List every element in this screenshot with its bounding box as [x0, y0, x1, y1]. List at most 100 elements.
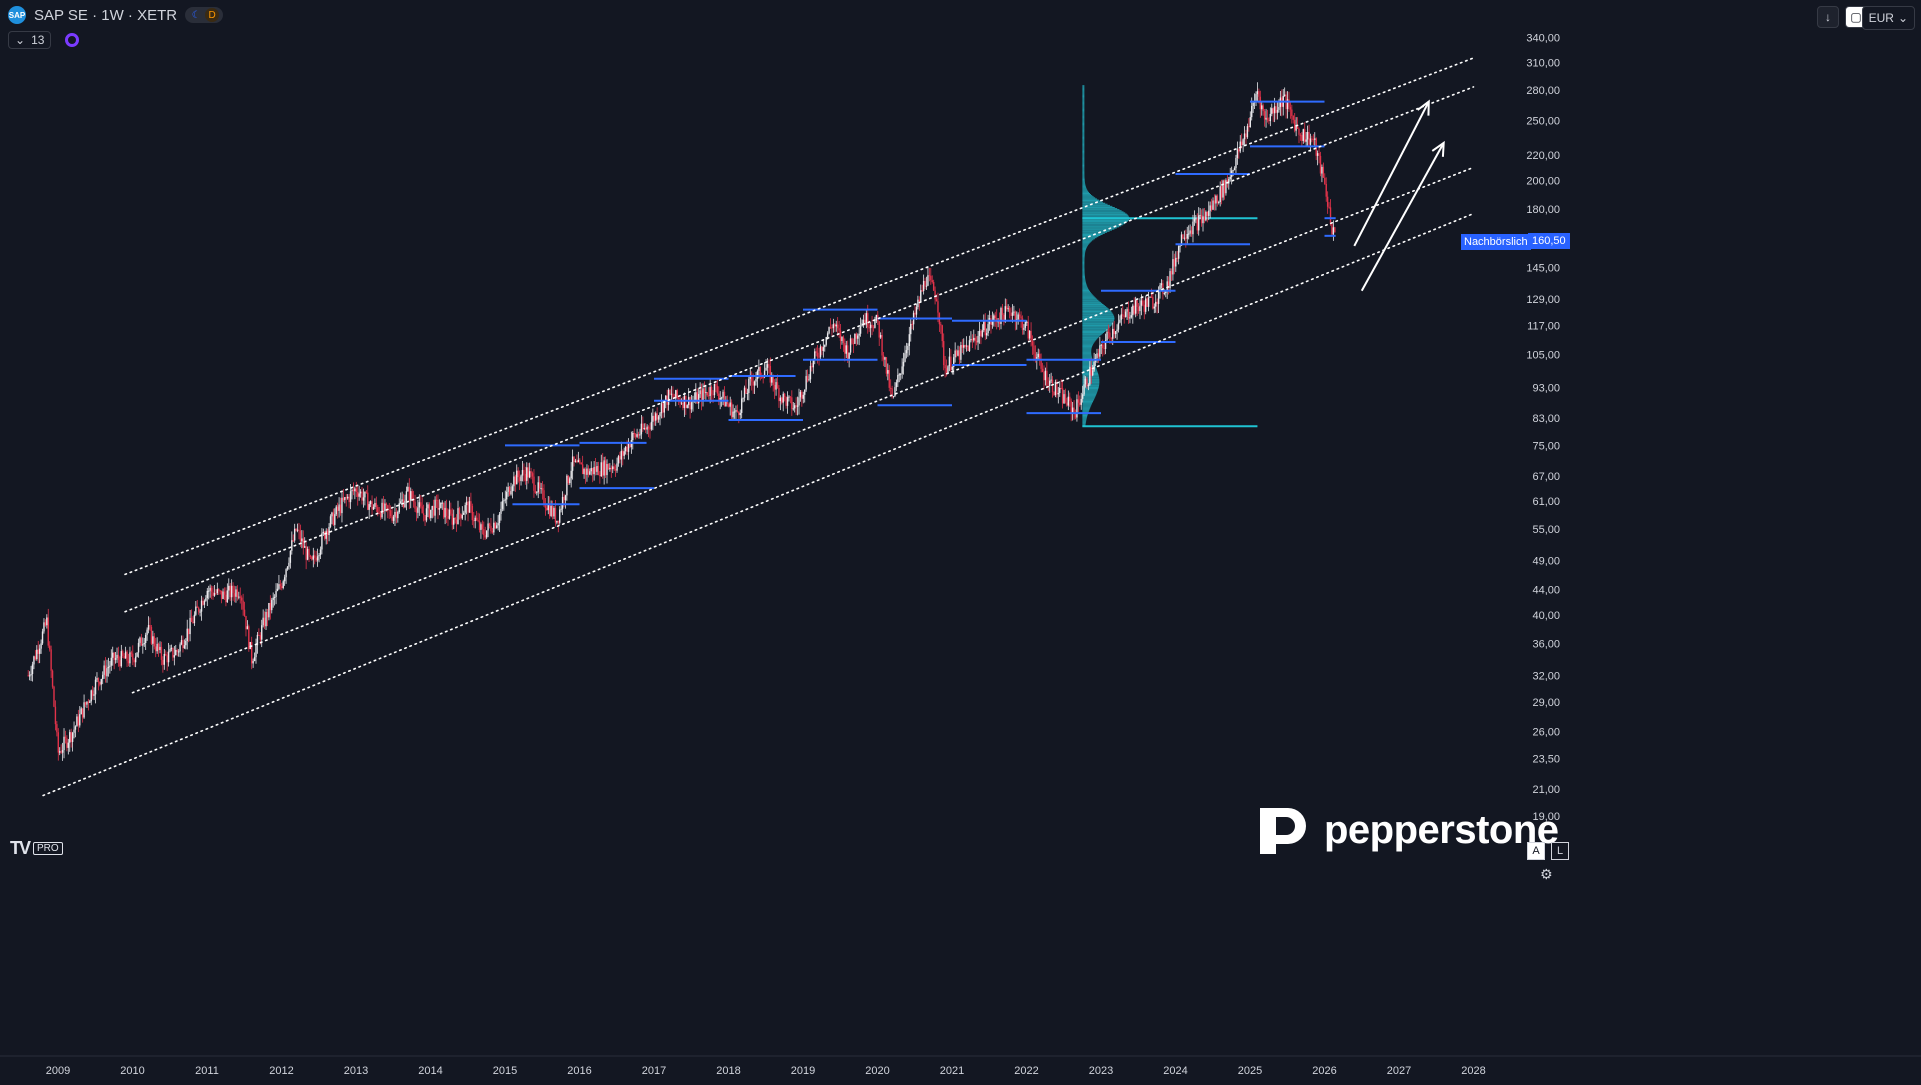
candle-body — [107, 666, 110, 669]
candle-body — [530, 471, 532, 474]
candle-body — [723, 391, 726, 407]
candle-body — [468, 501, 471, 513]
candle-body — [670, 393, 673, 395]
candle-body — [560, 508, 562, 510]
candle-body — [659, 413, 661, 417]
x-tick-label: 2028 — [1461, 1065, 1485, 1077]
candle-body — [1050, 379, 1052, 381]
candle-body — [1198, 215, 1200, 231]
x-tick-label: 2018 — [716, 1065, 740, 1077]
log-scale-button[interactable]: L — [1551, 842, 1569, 860]
candle-body — [1096, 353, 1098, 359]
candle-body — [593, 466, 595, 475]
candle-body — [43, 622, 45, 632]
candle-body — [493, 522, 495, 533]
candle-body — [27, 675, 29, 677]
candle-body — [762, 376, 764, 378]
candle-body — [984, 321, 986, 336]
candle-body — [785, 397, 787, 406]
candle-body — [448, 509, 451, 519]
candle-body — [914, 312, 916, 315]
candle-body — [344, 497, 346, 501]
candle-body — [1143, 304, 1145, 312]
y-tick-label: 55,00 — [1532, 524, 1560, 536]
candle-body — [445, 507, 448, 517]
x-tick-label: 2020 — [865, 1065, 889, 1077]
candle-body — [793, 405, 796, 409]
candle-body — [388, 509, 390, 511]
candle-body — [179, 644, 181, 652]
candle-body — [1183, 237, 1186, 239]
candle-body — [306, 548, 309, 560]
candle-body — [904, 353, 906, 362]
candle-body — [544, 504, 547, 508]
candle-body — [1099, 345, 1101, 357]
symbol-header[interactable]: SAP SAP SE · 1W · XETR ☾ D — [8, 6, 224, 24]
candle-body — [235, 589, 237, 597]
session-pill[interactable]: ☾ D — [185, 7, 224, 23]
candle-body — [367, 492, 369, 510]
y-tick-label: 75,00 — [1532, 440, 1560, 452]
candle-body — [471, 505, 474, 521]
candle-body — [59, 751, 61, 753]
candle-body — [885, 357, 888, 374]
download-icon[interactable]: ↓ — [1817, 6, 1839, 28]
candle-body — [1242, 139, 1244, 146]
candle-body — [702, 388, 704, 402]
candle-body — [93, 694, 95, 696]
candle-body — [703, 388, 706, 393]
candle-body — [1036, 356, 1038, 361]
candle-body — [761, 376, 763, 378]
y-tick-label: 93,00 — [1532, 382, 1560, 394]
candle-body — [1252, 102, 1254, 106]
y-tick-label: 250,00 — [1526, 115, 1560, 127]
candle-body — [970, 338, 972, 341]
candle-body — [649, 428, 651, 430]
candle-body — [99, 681, 101, 685]
symbol-title[interactable]: SAP SE · 1W · XETR — [34, 6, 178, 24]
candle-body — [908, 334, 911, 346]
candle-body — [1288, 99, 1290, 108]
candle-body — [577, 459, 580, 463]
candle-body — [1334, 227, 1336, 233]
currency-select[interactable]: EUR ⌄ — [1861, 6, 1915, 30]
maximize-icon[interactable]: ▢ — [1845, 6, 1867, 28]
candle-body — [686, 405, 688, 408]
candle-body — [1319, 155, 1322, 174]
candle-body — [425, 508, 428, 521]
candle-body — [828, 327, 830, 334]
moon-icon: ☾ — [191, 9, 201, 21]
indicator-settings-icon[interactable] — [65, 33, 80, 47]
candle-body — [186, 628, 188, 642]
candle-body — [1193, 218, 1196, 222]
y-tick-label: 117,00 — [1527, 320, 1560, 332]
candle-body — [1182, 234, 1184, 239]
candle-body — [1169, 271, 1171, 288]
candle-body — [665, 395, 667, 402]
candle-body — [874, 320, 876, 328]
candle-body — [824, 344, 826, 348]
candle-body — [1071, 407, 1074, 413]
candle-body — [531, 473, 534, 477]
candle-body — [1046, 370, 1048, 386]
candle-body — [1059, 387, 1061, 394]
candle-body — [1283, 94, 1286, 96]
candle-body — [746, 392, 749, 394]
y-tick-label: 61,00 — [1532, 496, 1560, 508]
candle-body — [861, 323, 863, 327]
candle-body — [488, 523, 491, 526]
candle-body — [1080, 398, 1082, 405]
candle-body — [1314, 138, 1316, 140]
candle-body — [1054, 381, 1057, 396]
indicator-toggle[interactable]: ⌄ 13 — [8, 31, 52, 49]
candle-body — [414, 501, 416, 509]
candle-body — [219, 590, 221, 592]
auto-scale-button[interactable]: A — [1527, 842, 1545, 860]
candle-body — [791, 397, 793, 409]
tradingview-logo[interactable]: TV PRO — [10, 838, 63, 859]
candle-body — [826, 333, 829, 337]
candle-body — [278, 584, 280, 589]
y-tick-label: 180,00 — [1526, 204, 1560, 216]
gear-icon[interactable]: ⚙ — [1540, 866, 1553, 882]
